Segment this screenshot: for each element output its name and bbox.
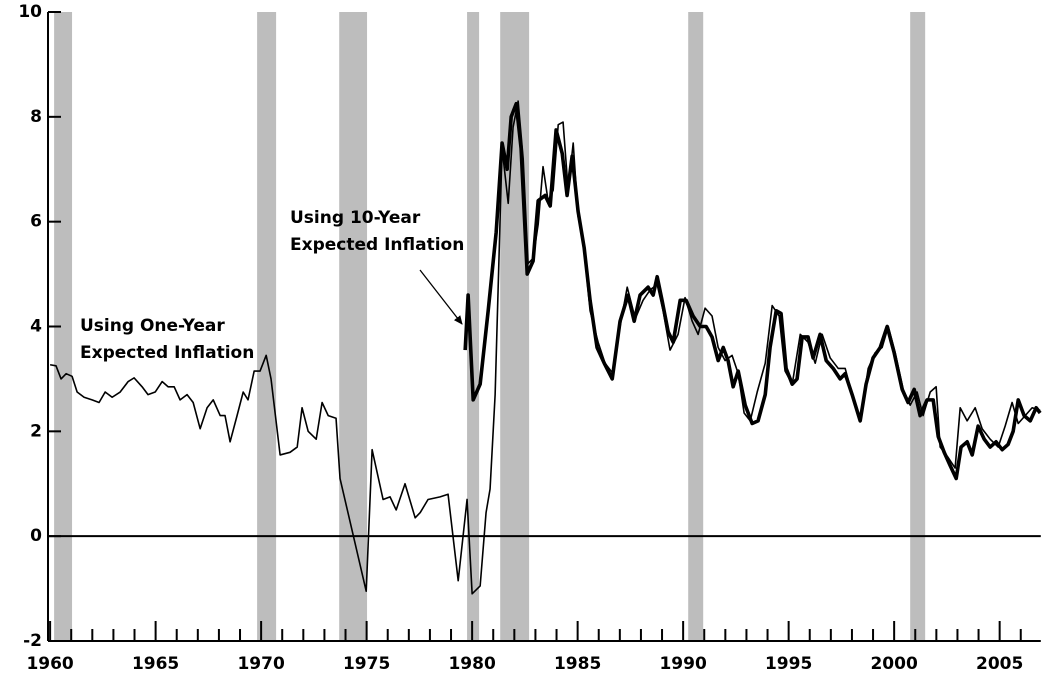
x-tick-label: 1980 (448, 654, 495, 674)
y-tick-label: 0 (30, 526, 42, 546)
x-tick-label: 1995 (765, 654, 812, 674)
annotation: Expected Inflation (290, 235, 464, 255)
x-tick-label: 1985 (554, 654, 601, 674)
annotation-arrow (419, 269, 463, 325)
recession-band (688, 12, 704, 641)
recession-band (339, 12, 368, 641)
y-tick-label: 10 (18, 2, 42, 22)
x-tick-label: 2000 (870, 654, 917, 674)
y-tick-label: 2 (30, 421, 42, 441)
y-tick-label: -2 (23, 631, 42, 651)
x-tick-label: 1975 (343, 654, 390, 674)
x-tick-label: 1960 (26, 654, 73, 674)
y-tick-label: 8 (30, 107, 42, 127)
annotation: Using 10-Year (290, 208, 421, 228)
annotation: Using One-Year (80, 316, 225, 336)
recession-band (467, 12, 480, 641)
y-tick-label: 4 (30, 317, 42, 337)
recession-band (910, 12, 926, 641)
x-tick-label: 1990 (659, 654, 706, 674)
x-tick-label: 1965 (132, 654, 179, 674)
recession-band (54, 12, 73, 641)
x-tick-label: 2005 (976, 654, 1023, 674)
recession-band (257, 12, 277, 641)
y-tick-label: 6 (30, 212, 42, 232)
line-layer (49, 100, 1042, 595)
x-tick-label: 1970 (237, 654, 284, 674)
annotation: Expected Inflation (80, 343, 254, 363)
series-line (463, 101, 1042, 481)
